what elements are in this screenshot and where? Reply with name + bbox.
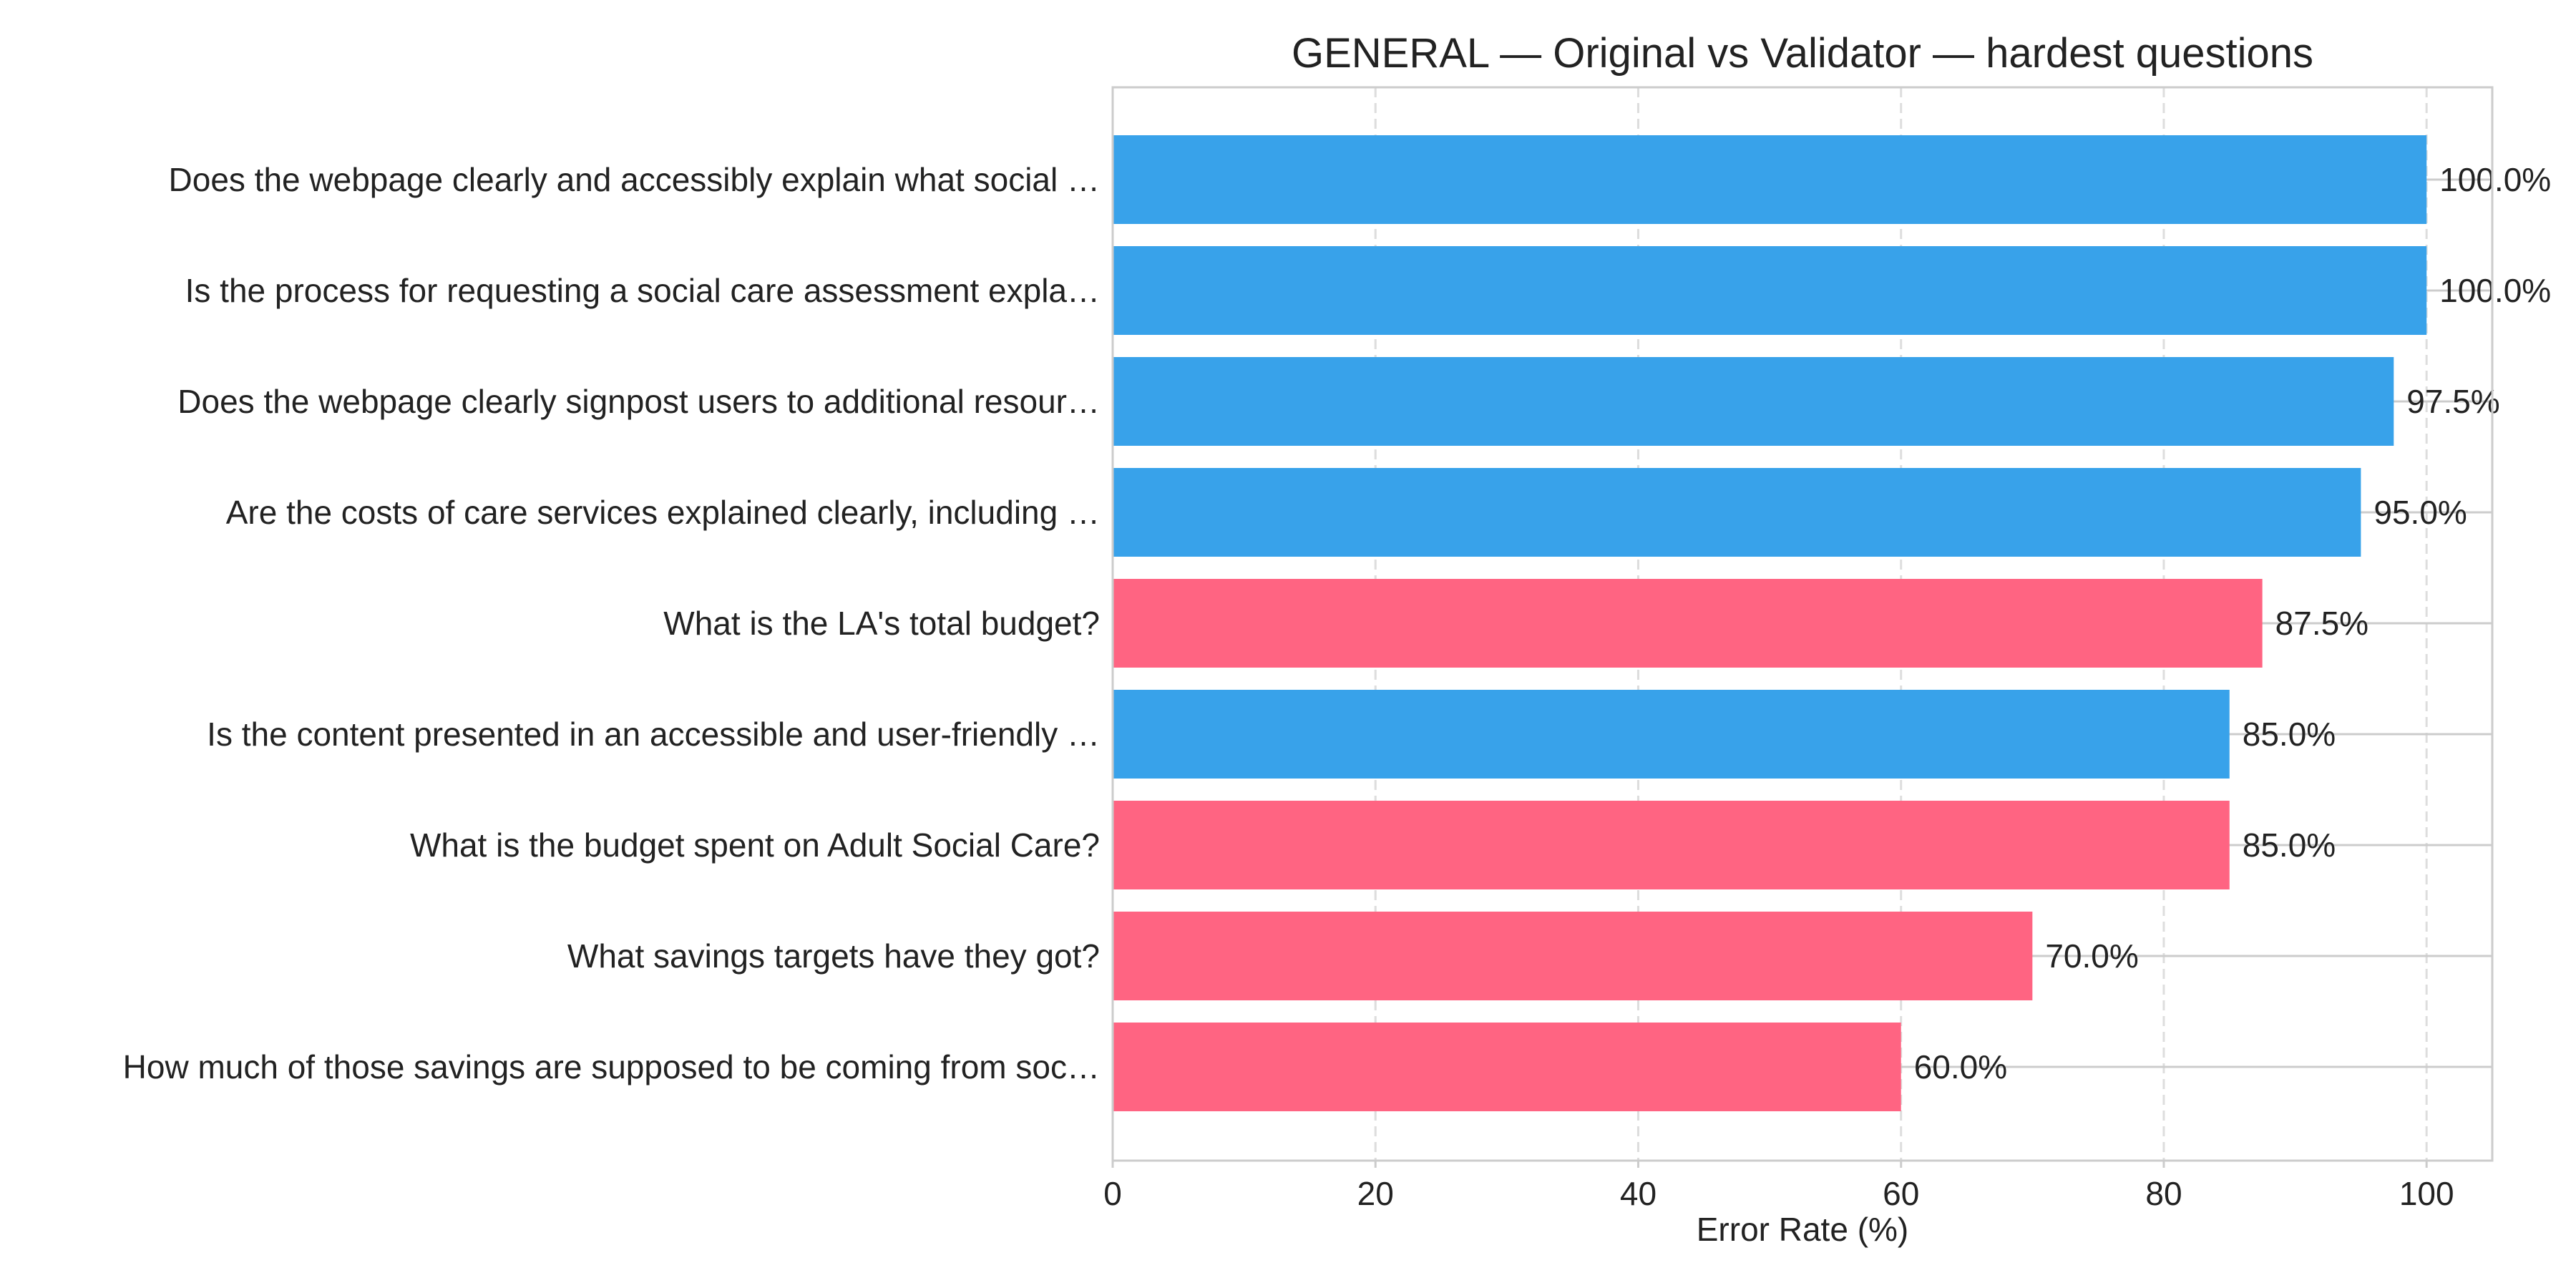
x-tick-label: 40 bbox=[1620, 1175, 1657, 1212]
bar bbox=[1113, 801, 2230, 889]
bar bbox=[1113, 357, 2394, 446]
y-tick-label: What is the LA's total budget? bbox=[663, 605, 1100, 642]
bar bbox=[1113, 246, 2427, 335]
y-tick-label: Does the webpage clearly and accessibly … bbox=[169, 161, 1100, 198]
y-tick-labels: Does the webpage clearly and accessibly … bbox=[123, 161, 1100, 1085]
y-tick-label: Is the process for requesting a social c… bbox=[185, 272, 1100, 309]
x-tick-label: 100 bbox=[2399, 1175, 2454, 1212]
data-label: 95.0% bbox=[2373, 494, 2467, 531]
bar bbox=[1113, 1023, 1901, 1111]
bar bbox=[1113, 135, 2427, 224]
plot-frame bbox=[1111, 86, 2494, 1162]
data-label: 100.0% bbox=[2439, 161, 2551, 198]
x-tick-label: 60 bbox=[1883, 1175, 1919, 1212]
x-tick-label: 20 bbox=[1357, 1175, 1394, 1212]
data-label: 85.0% bbox=[2243, 826, 2336, 864]
data-label: 97.5% bbox=[2406, 383, 2499, 420]
y-tick-label: Is the content presented in an accessibl… bbox=[207, 716, 1100, 753]
data-label: 100.0% bbox=[2439, 272, 2551, 309]
data-label: 87.5% bbox=[2275, 605, 2368, 642]
bar bbox=[1113, 690, 2230, 779]
y-tick-label: How much of those savings are supposed t… bbox=[123, 1048, 1100, 1085]
y-tick-label: Are the costs of care services explained… bbox=[226, 494, 1100, 531]
bars bbox=[1113, 135, 2427, 1111]
value-labels: 100.0% 100.0% 97.5% 95.0% 87.5% 85.0% 85.0% 70.… bbox=[1914, 161, 2551, 1085]
bar bbox=[1113, 468, 2361, 557]
y-tick-label: What is the budget spent on Adult Social… bbox=[410, 826, 1100, 864]
data-label: 85.0% bbox=[2243, 716, 2336, 753]
y-tick-label: What savings targets have they got? bbox=[567, 937, 1100, 975]
x-tick-label: 0 bbox=[1103, 1175, 1122, 1212]
bar bbox=[1113, 912, 2033, 1000]
data-label: 70.0% bbox=[2045, 937, 2138, 975]
x-axis-label: Error Rate (%) bbox=[1697, 1211, 1908, 1248]
y-tick-label: Does the webpage clearly signpost users … bbox=[177, 383, 1100, 420]
chart-title: GENERAL — Original vs Validator — hardes… bbox=[1292, 30, 2313, 77]
bar bbox=[1113, 579, 2263, 668]
x-tick-label: 80 bbox=[2145, 1175, 2182, 1212]
x-axis: 0 20 40 60 80 100 bbox=[1103, 1161, 2454, 1212]
data-label: 60.0% bbox=[1914, 1048, 2007, 1085]
